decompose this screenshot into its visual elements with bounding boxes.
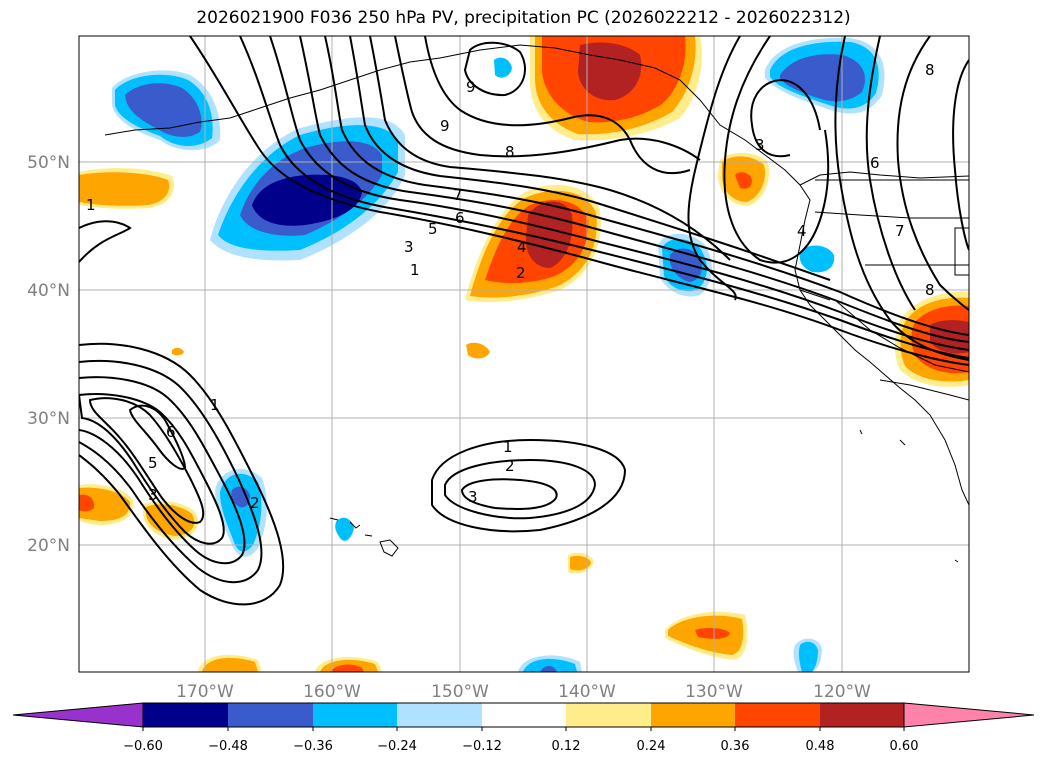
colorbar-tick-label-6: 0.12	[552, 739, 581, 754]
contour-labels: 1 2 3 4 5 6 7 8 9 1 2 3 1 6 5 3 2 1 9 3 …	[86, 61, 935, 512]
contour-label-6c: 6	[166, 423, 176, 441]
lat-label-50n: 50°N	[27, 153, 70, 173]
colorbar-bin-2	[228, 703, 313, 727]
map-frame	[78, 35, 970, 673]
latitude-labels: 50°N 40°N 30°N 20°N	[27, 153, 70, 556]
lat-label-40n: 40°N	[27, 281, 70, 301]
contour-label-4: 4	[517, 238, 527, 256]
colorbar-tick-label-7: 0.24	[637, 739, 666, 754]
colorbar-tick-label-5: −0.12	[462, 739, 502, 754]
contour-label-7: 7	[453, 186, 463, 204]
contour-label-1d: 1	[86, 196, 96, 214]
colorbar-tick-label-8: 0.36	[721, 739, 750, 754]
contour-label-9d: 9	[466, 78, 476, 96]
contour-label-1c: 1	[210, 396, 220, 414]
lat-label-20n: 20°N	[27, 536, 70, 556]
contour-label-5c: 5	[148, 454, 158, 472]
lon-label-120w: 120°W	[813, 682, 871, 702]
colorbar-max-extend	[903, 702, 1035, 728]
lat-label-30n: 30°N	[27, 409, 70, 429]
colorbar-frame	[142, 702, 905, 728]
longitude-labels: 170°W 160°W 150°W 140°W 130°W 120°W	[176, 682, 871, 702]
contour-label-3c: 3	[148, 486, 158, 504]
contour-label-8e: 8	[925, 281, 935, 299]
colorbar-tick-label-9: 0.48	[806, 739, 835, 754]
contour-label-8: 8	[505, 143, 515, 161]
colorbar-bin-7	[651, 703, 735, 727]
coastlines	[104, 44, 969, 563]
colorbar-bin-4	[397, 703, 482, 727]
contour-label-7d: 7	[895, 222, 905, 240]
colorbar-bin-3	[313, 703, 397, 727]
contour-label-2: 2	[516, 264, 526, 282]
contour-label-4d: 4	[797, 222, 807, 240]
contour-label-5: 5	[428, 220, 438, 238]
grid-lines	[79, 36, 969, 672]
contour-label-3d: 3	[755, 136, 765, 154]
colorbar-tick-label-1: −0.60	[123, 739, 163, 754]
contour-label-9: 9	[440, 117, 450, 135]
lon-label-140w: 140°W	[558, 682, 616, 702]
contour-label-3b: 3	[468, 488, 478, 506]
colorbar-min-extend	[12, 702, 144, 728]
lon-label-150w: 150°W	[431, 682, 489, 702]
colorbar-tick-label-10: 0.60	[890, 739, 919, 754]
colorbar-bin-9	[820, 703, 904, 727]
colorbar-tick-label-2: −0.48	[208, 739, 248, 754]
colorbar-bin-6	[566, 703, 651, 727]
colorbar-bin-5	[482, 703, 566, 727]
lon-label-170w: 170°W	[176, 682, 234, 702]
colorbar-tick-label-4: −0.24	[377, 739, 417, 754]
map-title: 2026021900 F036 250 hPa PV, precipitatio…	[196, 8, 851, 28]
contour-label-6d: 6	[870, 154, 880, 172]
contour-label-3: 3	[404, 238, 414, 256]
colorbar-ticks	[142, 727, 905, 731]
map-panel: 1 2 3 4 5 6 7 8 9 1 2 3 1 6 5 3 2 1 9 3 …	[79, 36, 969, 672]
lon-label-160w: 160°W	[303, 682, 361, 702]
contour-label-2c: 2	[250, 494, 260, 512]
contour-label-6: 6	[455, 209, 465, 227]
contour-label-1b: 1	[503, 438, 513, 456]
pv-contours	[79, 36, 969, 606]
contour-label-1: 1	[410, 261, 420, 279]
lon-label-130w: 130°W	[685, 682, 743, 702]
contour-label-8d: 8	[925, 61, 935, 79]
colorbar-tick-label-3: −0.36	[293, 739, 333, 754]
contour-label-2b: 2	[505, 457, 515, 475]
colorbar: −0.60 −0.48 −0.36 −0.24 −0.12 0.12 0.24 …	[12, 702, 1035, 754]
colorbar-bin-8	[735, 703, 820, 727]
colorbar-bin-1	[143, 703, 228, 727]
